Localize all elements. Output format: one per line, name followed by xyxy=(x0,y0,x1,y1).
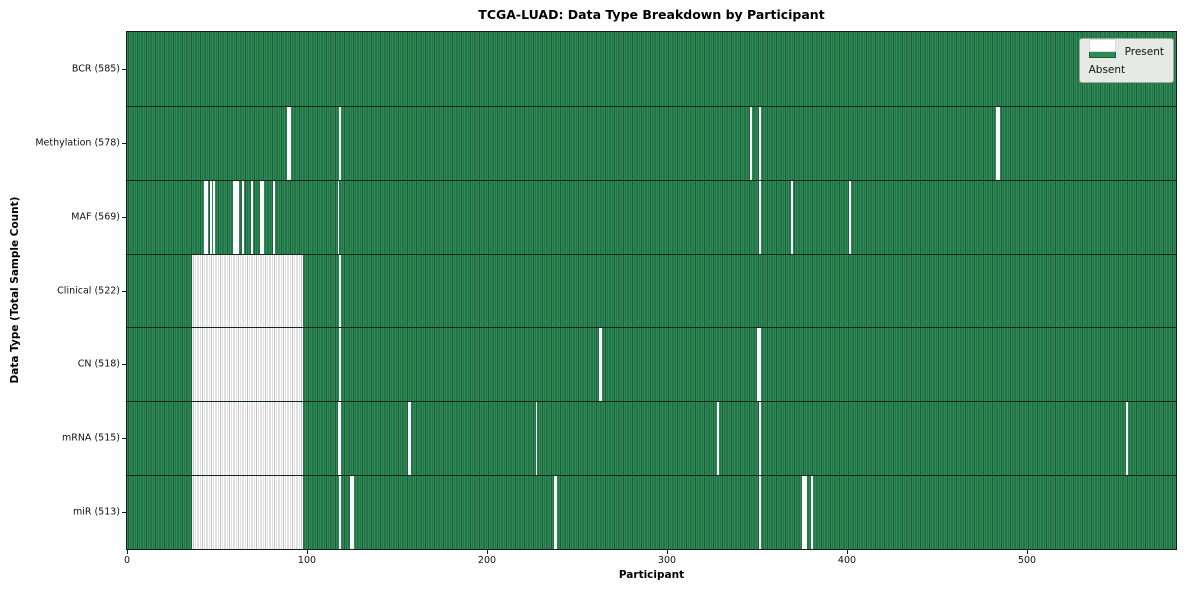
legend-entry-absent: Absent xyxy=(1088,39,1164,76)
absent-segment xyxy=(213,180,216,254)
absent-segment xyxy=(996,106,1000,180)
plot-area: Present Absent xyxy=(126,31,1177,550)
absent-segment xyxy=(350,476,354,549)
row-clinical xyxy=(127,253,1176,328)
x-tick-label-300: 300 xyxy=(657,555,677,566)
y-tick-label-maf: MAF (569) xyxy=(71,211,120,223)
absent-segment xyxy=(811,476,813,549)
absent-segment xyxy=(598,328,603,402)
absent-segment xyxy=(191,476,304,549)
y-tick-label-mir: miR (513) xyxy=(72,506,120,518)
y-tick-label-bcr: BCR (585) xyxy=(71,63,120,75)
x-tick-label-200: 200 xyxy=(477,555,497,566)
row-methylation xyxy=(127,105,1176,180)
absent-segment xyxy=(757,328,761,402)
absent-segment xyxy=(191,328,304,402)
absent-segment xyxy=(758,402,761,476)
x-tick-label-100: 100 xyxy=(297,555,317,566)
x-tick-mark xyxy=(847,550,848,554)
x-axis-label: Participant xyxy=(618,569,685,581)
y-tick-mark xyxy=(122,512,126,514)
absent-segment xyxy=(791,180,793,254)
legend-present-label: Present xyxy=(1124,45,1164,58)
x-tick-label-0: 0 xyxy=(123,555,131,566)
row-bcr xyxy=(127,32,1176,106)
absent-segment xyxy=(204,180,208,254)
absent-segment xyxy=(287,106,291,180)
row-mir xyxy=(127,475,1176,549)
absent-segment xyxy=(272,180,275,254)
y-tick-label-methylation: Methylation (578) xyxy=(35,137,120,149)
x-tick-mark xyxy=(487,550,488,554)
absent-segment xyxy=(251,180,253,254)
absent-segment xyxy=(209,180,212,254)
legend-absent-label: Absent xyxy=(1088,64,1126,76)
absent-segment xyxy=(1126,402,1128,476)
y-tick-label-mrna: mRNA (515) xyxy=(61,432,120,444)
absent-segment xyxy=(848,180,851,254)
absent-segment xyxy=(242,180,244,254)
absent-segment xyxy=(337,402,342,476)
y-tick-mark xyxy=(122,364,126,366)
x-tick-label-400: 400 xyxy=(837,555,857,566)
absent-segment xyxy=(717,402,720,476)
y-tick-label-cn: CN (518) xyxy=(77,358,120,370)
y-tick-mark xyxy=(122,438,126,440)
absent-segment xyxy=(758,476,761,549)
x-tick-mark xyxy=(127,550,128,554)
chart-title: TCGA-LUAD: Data Type Breakdown by Partic… xyxy=(478,7,825,22)
legend: Present Absent xyxy=(1078,38,1174,83)
absent-segment xyxy=(407,402,412,476)
absent-segment xyxy=(260,180,264,254)
absent-segment xyxy=(339,106,342,180)
legend-absent-swatch xyxy=(1088,39,1116,52)
absent-segment xyxy=(553,476,558,549)
absent-segment xyxy=(339,254,342,328)
x-tick-mark xyxy=(667,550,668,554)
y-tick-mark xyxy=(122,142,126,144)
absent-segment xyxy=(339,328,342,402)
y-tick-label-clinical: Clinical (522) xyxy=(57,285,120,296)
y-tick-mark xyxy=(122,216,126,218)
x-tick-mark xyxy=(1027,550,1028,554)
absent-segment xyxy=(758,106,761,180)
absent-segment xyxy=(191,254,304,328)
x-tick-mark xyxy=(307,550,308,554)
y-tick-mark xyxy=(122,68,126,70)
absent-segment xyxy=(802,476,808,549)
absent-segment xyxy=(191,402,304,476)
y-tick-mark xyxy=(122,290,126,292)
absent-segment xyxy=(535,402,538,476)
x-tick-label-500: 500 xyxy=(1017,555,1037,566)
absent-segment xyxy=(233,180,239,254)
row-cn xyxy=(127,327,1176,402)
row-maf xyxy=(127,179,1176,254)
absent-segment xyxy=(758,180,761,254)
absent-segment xyxy=(339,476,342,549)
absent-segment xyxy=(337,180,340,254)
row-mrna xyxy=(127,401,1176,476)
absent-segment xyxy=(749,106,752,180)
